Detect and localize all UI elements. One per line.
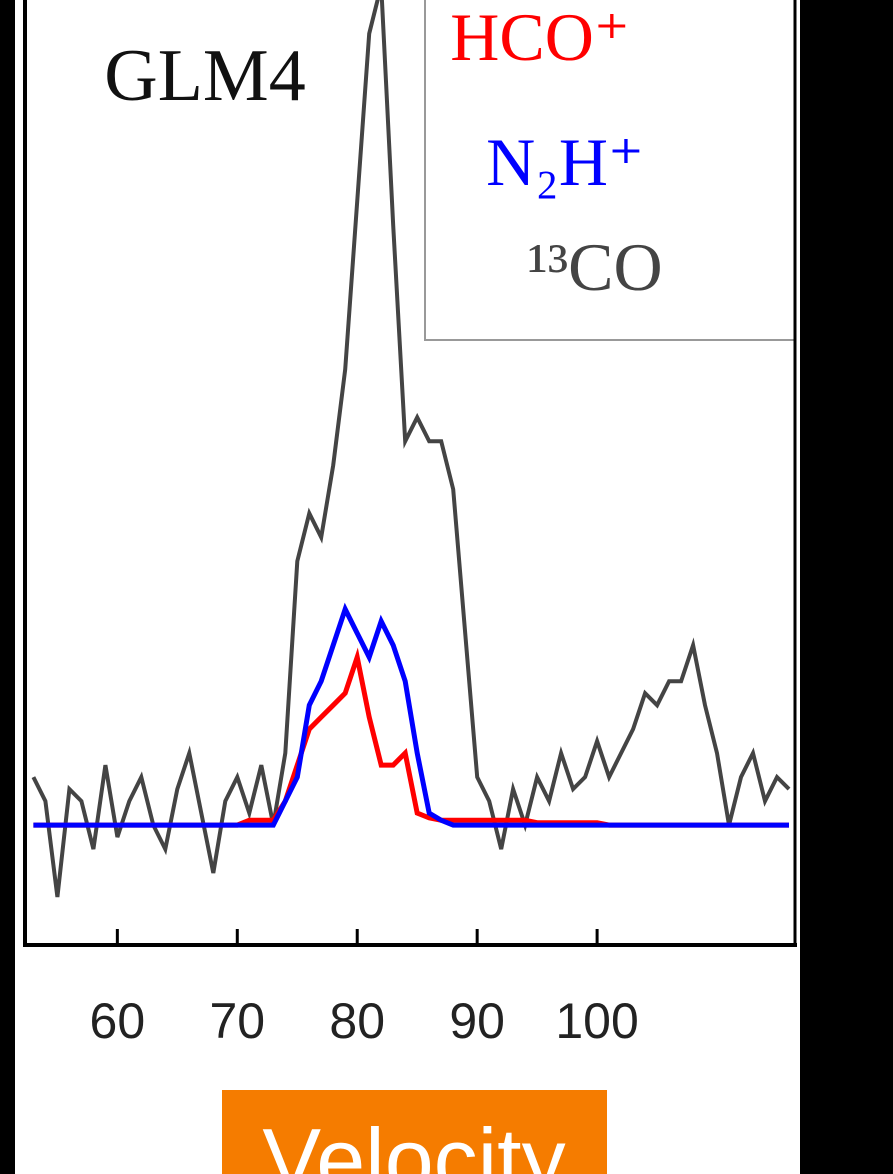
x-label-box [222,1090,607,1174]
legend-entry: ¹³CO [527,229,662,305]
x-tick-label: 70 [209,993,265,1049]
x-label: Velocity [262,1110,565,1174]
annotation: GLM4 [104,35,305,117]
lines [31,0,791,898]
legend: HCO⁺ N₂H⁺ ¹³CO [450,0,662,305]
legend-entry: HCO⁺ [450,0,629,75]
series-line [31,0,791,898]
legend-box [424,0,796,341]
legend-entry: N₂H⁺ [486,124,644,200]
x-tick-label: 80 [329,993,385,1049]
x-tick-label: 100 [555,993,638,1049]
series-line [33,602,789,828]
x-tick-label: 60 [90,993,146,1049]
x-tick-label: 90 [449,993,505,1049]
